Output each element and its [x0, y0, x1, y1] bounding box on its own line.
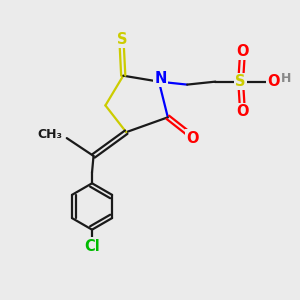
Text: O: O	[236, 104, 248, 119]
Text: CH₃: CH₃	[37, 128, 62, 141]
Text: S: S	[236, 74, 246, 89]
Text: O: O	[267, 74, 280, 89]
Text: S: S	[116, 32, 127, 47]
Text: N: N	[154, 70, 167, 86]
Text: O: O	[236, 44, 248, 59]
Text: H: H	[281, 72, 292, 85]
Text: O: O	[186, 130, 199, 146]
Text: Cl: Cl	[84, 238, 100, 253]
